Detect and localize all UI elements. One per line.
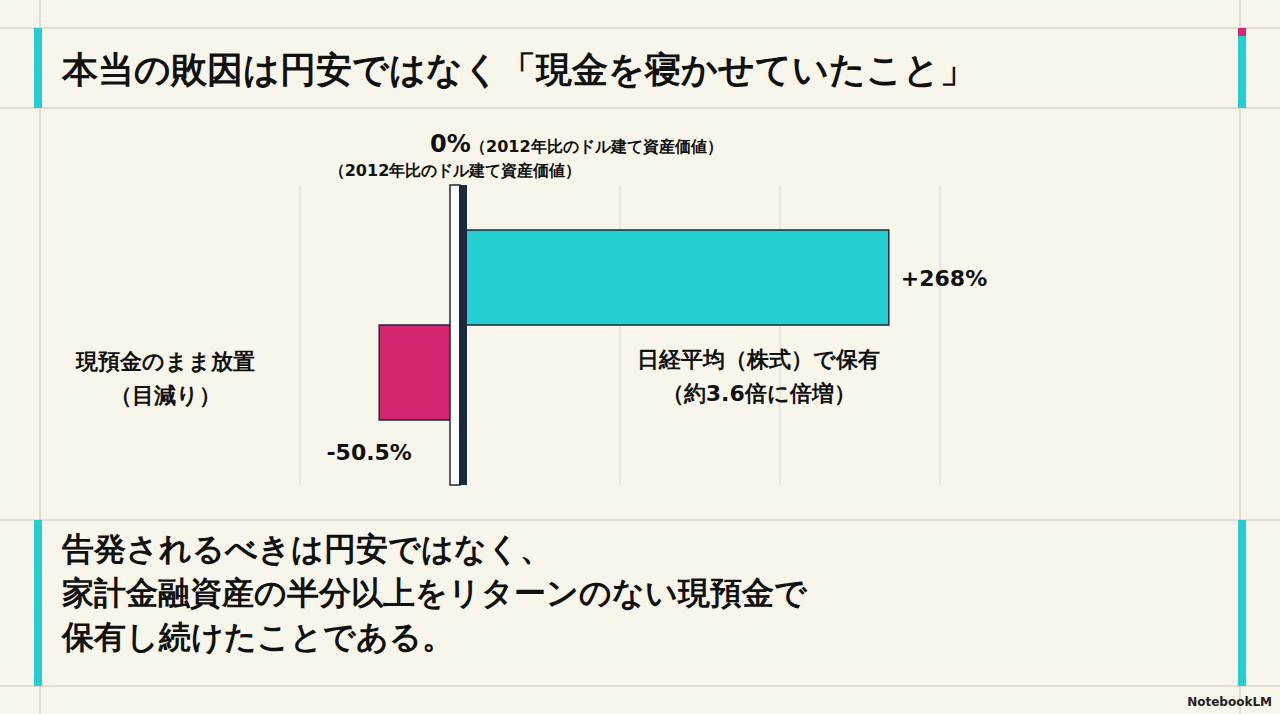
- zero-line: [459, 185, 467, 485]
- bar: [379, 325, 460, 420]
- accent-bar: [1238, 28, 1246, 108]
- bar: [460, 230, 889, 325]
- grid-line: [940, 185, 941, 485]
- grid-line: [300, 185, 301, 485]
- background: [0, 0, 1280, 714]
- accent-bar: [1238, 28, 1246, 36]
- footer-text: 保有し続けたことである。: [61, 618, 454, 656]
- frame-line: [0, 108, 1280, 109]
- accent-bar: [34, 28, 42, 108]
- category-label: 日経平均（株式）で保有: [637, 347, 880, 372]
- zero-note: （2012年比のドル建て資産価値）: [329, 161, 582, 180]
- category-note: （約3.6倍に倍増）: [662, 381, 856, 406]
- footer-text: 告発されるべきは円安ではなく、: [61, 530, 552, 568]
- accent-bar: [1238, 520, 1246, 686]
- frame-line: [0, 28, 1280, 29]
- title: 本当の敗因は円安ではなく「現金を寝かせていたこと」: [61, 49, 976, 90]
- data-label: -50.5%: [326, 440, 411, 465]
- chart-root: 本当の敗因は円安ではなく「現金を寝かせていたこと」0%（2012年比のドル建て資…: [0, 0, 1280, 714]
- frame-line: [0, 520, 1280, 521]
- zero-line: [450, 185, 460, 485]
- data-label: +268%: [901, 266, 987, 291]
- logo: NotebookLM: [1187, 695, 1272, 709]
- category-label: 現預金のまま放置: [75, 349, 255, 374]
- frame-line: [0, 686, 1280, 687]
- accent-bar: [34, 520, 42, 686]
- category-note: （目減り）: [110, 383, 221, 408]
- zero-label: 0%: [430, 130, 471, 158]
- footer-text: 家計金融資産の半分以上をリターンのない現預金で: [62, 574, 808, 612]
- zero-note: （2012年比のドル建て資産価値）: [470, 137, 723, 156]
